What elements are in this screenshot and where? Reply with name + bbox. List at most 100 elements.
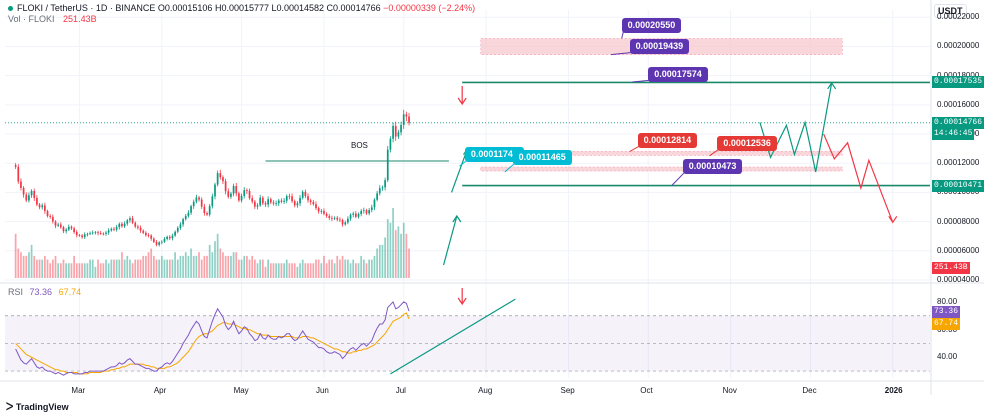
volume-bar bbox=[36, 259, 38, 278]
rsi-tick-label: 40.00 bbox=[937, 352, 958, 362]
candle-body bbox=[376, 193, 378, 200]
volume-bar bbox=[354, 263, 357, 278]
tradingview-brand: TradingView bbox=[15, 402, 69, 412]
volume-bar bbox=[20, 252, 22, 278]
candle-body bbox=[227, 191, 230, 197]
candle-body bbox=[277, 200, 280, 204]
bearish-projection bbox=[823, 133, 894, 223]
volume-layer bbox=[14, 208, 410, 278]
candle-body bbox=[230, 193, 232, 197]
volume-bar bbox=[280, 263, 283, 278]
candle-body bbox=[315, 204, 317, 209]
candle-layer bbox=[14, 109, 410, 247]
callout-19439: 0.00019439 bbox=[629, 39, 690, 55]
volume-bar bbox=[331, 259, 333, 278]
candle-body bbox=[200, 199, 203, 207]
callout-12536: 0.00012536 bbox=[717, 135, 777, 151]
candle-body bbox=[179, 224, 182, 228]
candle-body bbox=[299, 197, 301, 204]
rsi-label[interactable]: RSI bbox=[8, 287, 24, 297]
volume-bar bbox=[99, 263, 102, 278]
volume-bar bbox=[272, 263, 275, 278]
candle-body bbox=[222, 177, 224, 182]
candle-body bbox=[333, 217, 336, 219]
volume-bar bbox=[206, 255, 208, 278]
candle-body bbox=[253, 201, 256, 207]
candle-body bbox=[25, 194, 28, 201]
candle-body bbox=[17, 166, 20, 182]
volume-bar bbox=[288, 263, 291, 278]
callout-10473: 0.00010473 bbox=[682, 159, 743, 175]
currency-button[interactable]: USDT bbox=[934, 4, 967, 18]
price-tick-label: 0.00010000 bbox=[937, 187, 980, 197]
rsi-trendline bbox=[390, 298, 516, 375]
volume-bar bbox=[41, 259, 44, 278]
price-tick-label: 0.00006000 bbox=[937, 245, 980, 255]
symbol-header: FLOKI / TetherUS · 1D · BINANCE O0.00015… bbox=[8, 3, 475, 13]
volume-bar bbox=[182, 255, 184, 278]
volume-label[interactable]: Vol · FLOKI bbox=[8, 14, 55, 24]
badge-level-upper: 0.00017535 bbox=[932, 76, 984, 89]
candle-body bbox=[131, 218, 134, 223]
volume-bar bbox=[123, 259, 126, 278]
tradingview-logo[interactable]: ᐳ TradingView bbox=[6, 402, 69, 413]
volume-bar bbox=[208, 244, 211, 278]
candle-body bbox=[405, 114, 408, 117]
volume-bar bbox=[256, 263, 259, 278]
badge-current-price: 0.00014766 bbox=[932, 116, 984, 129]
candle-body bbox=[158, 242, 161, 245]
volume-bar bbox=[38, 259, 41, 278]
candle-body bbox=[389, 138, 392, 150]
candle-body bbox=[67, 226, 70, 230]
candle-body bbox=[121, 223, 123, 227]
candle-body bbox=[325, 213, 328, 217]
candle-body bbox=[341, 220, 344, 225]
candle-body bbox=[78, 235, 81, 236]
volume-bar bbox=[325, 263, 328, 278]
volume-bar bbox=[174, 252, 176, 278]
rsi-badge-ma: 67.74 bbox=[932, 318, 961, 330]
volume-bar bbox=[89, 259, 91, 278]
candle-body bbox=[362, 210, 365, 212]
volume-bar bbox=[344, 259, 347, 278]
candle-body bbox=[280, 200, 283, 202]
volume-bar bbox=[216, 233, 219, 278]
candle-body bbox=[275, 203, 277, 205]
price-tick-label: 0.00016000 bbox=[937, 99, 980, 109]
candle-body bbox=[152, 238, 155, 242]
volume-bar bbox=[405, 233, 408, 278]
volume-bar bbox=[200, 259, 203, 278]
candle-body bbox=[73, 228, 75, 232]
volume-bar bbox=[299, 263, 301, 278]
candle-body bbox=[110, 228, 113, 231]
candle-body bbox=[182, 219, 184, 225]
volume-bar bbox=[339, 259, 341, 278]
volume-bar bbox=[285, 259, 288, 278]
volume-bar bbox=[54, 255, 57, 278]
volume-bar bbox=[275, 263, 277, 278]
candle-body bbox=[285, 196, 288, 201]
candle-body bbox=[118, 223, 121, 228]
candle-body bbox=[293, 201, 296, 206]
candle-body bbox=[224, 181, 227, 192]
time-tick-label: Jul bbox=[395, 386, 406, 395]
candle-body bbox=[139, 227, 142, 231]
symbol-name[interactable]: FLOKI / TetherUS · 1D · BINANCE bbox=[17, 3, 156, 13]
volume-bar bbox=[347, 259, 349, 278]
candle-body bbox=[214, 184, 216, 197]
candle-body bbox=[232, 186, 235, 194]
volume-bar bbox=[129, 259, 131, 278]
candle-body bbox=[51, 216, 54, 222]
axis-layer bbox=[0, 0, 984, 395]
time-tick-label: Dec bbox=[802, 386, 817, 395]
candle-body bbox=[174, 231, 176, 236]
candle-body bbox=[33, 190, 36, 198]
volume-bar bbox=[248, 259, 251, 278]
candle-body bbox=[248, 190, 251, 199]
candle-body bbox=[352, 213, 355, 215]
volume-bar bbox=[269, 263, 272, 278]
candle-body bbox=[99, 233, 102, 234]
bos-label: BOS bbox=[349, 141, 370, 150]
badge-level-lower: 0.00010471 bbox=[932, 179, 984, 192]
volume-bar bbox=[25, 255, 28, 278]
